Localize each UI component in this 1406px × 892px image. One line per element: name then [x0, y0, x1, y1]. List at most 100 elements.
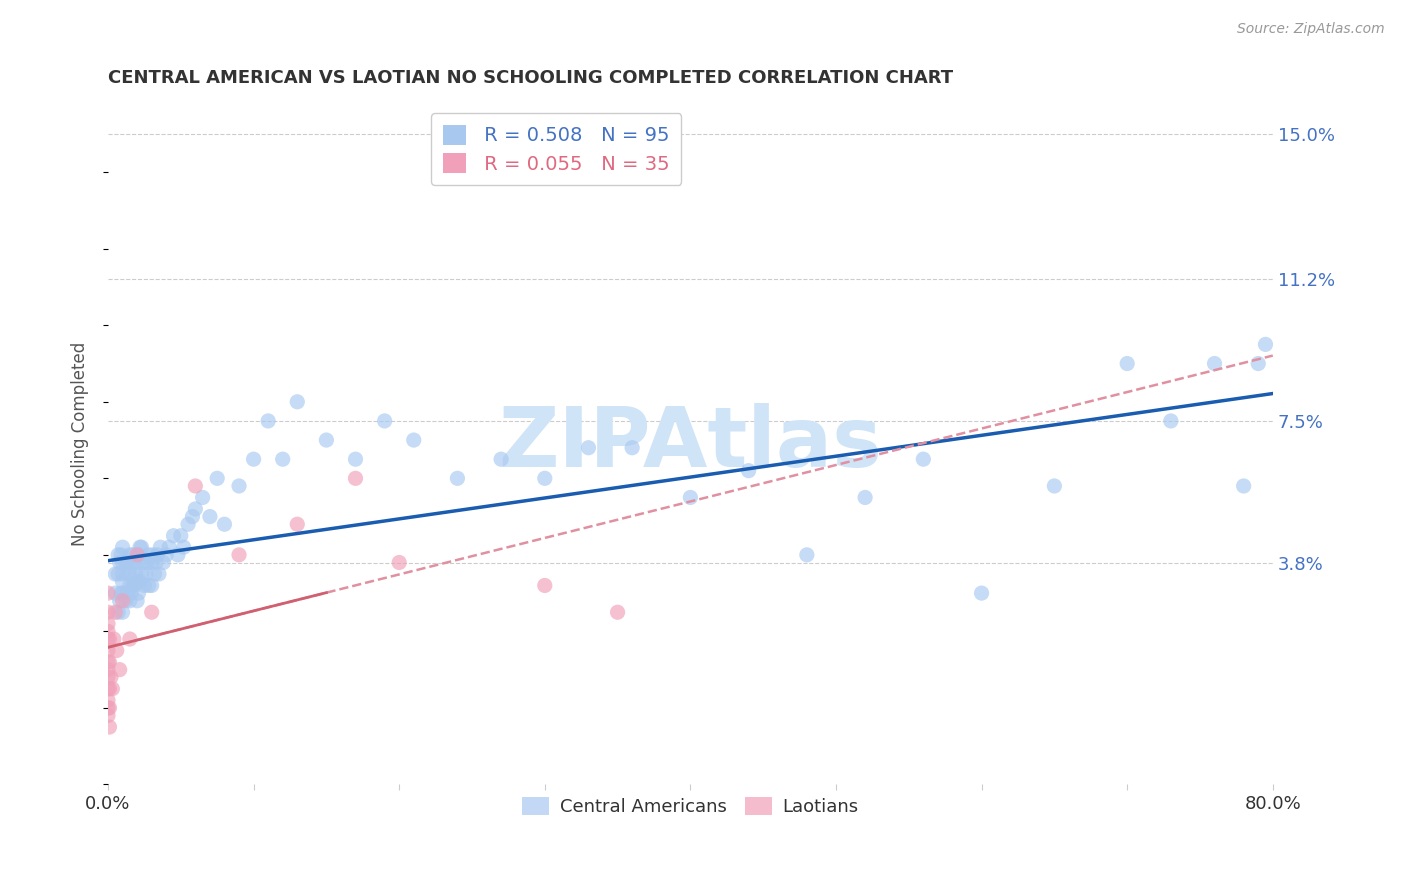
Point [134, 578, 156, 592]
Point [344, 452, 367, 467]
Text: ZIPAtlas: ZIPAtlas [499, 403, 883, 484]
Point [796, 548, 818, 562]
Point [285, 517, 308, 532]
Point [145, 556, 167, 570]
Point [97, 624, 120, 639]
Point [489, 452, 512, 467]
Point [97, 586, 120, 600]
Point [98, 720, 121, 734]
Point [912, 452, 935, 467]
Point [388, 556, 411, 570]
Point [118, 578, 141, 592]
Point [104, 605, 127, 619]
Point [135, 566, 157, 581]
Point [97, 670, 120, 684]
Point [97, 708, 120, 723]
Point [127, 574, 149, 589]
Point [141, 605, 163, 619]
Point [315, 433, 337, 447]
Point [129, 574, 152, 589]
Point [533, 578, 555, 592]
Point [122, 578, 145, 592]
Point [136, 556, 159, 570]
Point [117, 566, 139, 581]
Point [228, 548, 250, 562]
Point [1233, 479, 1256, 493]
Point [1043, 479, 1066, 493]
Point [134, 556, 156, 570]
Point [97, 643, 120, 657]
Point [344, 471, 367, 485]
Point [97, 681, 120, 696]
Point [128, 548, 150, 562]
Point [97, 663, 120, 677]
Point [621, 441, 644, 455]
Point [228, 479, 250, 493]
Point [97, 701, 120, 715]
Point [100, 670, 122, 684]
Point [170, 529, 193, 543]
Point [402, 433, 425, 447]
Point [103, 632, 125, 646]
Point [138, 548, 160, 562]
Text: CENTRAL AMERICAN VS LAOTIAN NO SCHOOLING COMPLETED CORRELATION CHART: CENTRAL AMERICAN VS LAOTIAN NO SCHOOLING… [108, 69, 953, 87]
Point [111, 605, 134, 619]
Point [184, 479, 207, 493]
Y-axis label: No Schooling Completed: No Schooling Completed [72, 342, 89, 546]
Point [142, 548, 165, 562]
Point [205, 471, 228, 485]
Point [129, 540, 152, 554]
Point [121, 578, 143, 592]
Point [97, 605, 120, 619]
Point [105, 643, 128, 657]
Point [1254, 337, 1277, 351]
Point [118, 548, 141, 562]
Point [118, 566, 141, 581]
Point [374, 414, 396, 428]
Point [191, 491, 214, 505]
Point [679, 491, 702, 505]
Point [152, 556, 174, 570]
Point [111, 594, 134, 608]
Point [101, 681, 124, 696]
Point [97, 655, 120, 669]
Point [97, 693, 120, 707]
Point [242, 452, 264, 467]
Point [120, 586, 142, 600]
Point [120, 556, 142, 570]
Point [177, 517, 200, 532]
Point [98, 681, 121, 696]
Point [98, 701, 121, 715]
Point [122, 556, 145, 570]
Point [118, 632, 141, 646]
Point [184, 502, 207, 516]
Point [131, 540, 153, 554]
Point [157, 540, 180, 554]
Point [1204, 357, 1226, 371]
Point [111, 556, 134, 570]
Point [107, 605, 129, 619]
Point [138, 578, 160, 592]
Point [214, 517, 236, 532]
Point [853, 491, 876, 505]
Point [173, 540, 195, 554]
Point [111, 540, 134, 554]
Point [533, 471, 555, 485]
Point [737, 464, 759, 478]
Point [578, 441, 600, 455]
Point [115, 556, 138, 570]
Point [1160, 414, 1182, 428]
Point [121, 548, 143, 562]
Point [111, 586, 134, 600]
Point [257, 414, 280, 428]
Point [1247, 357, 1270, 371]
Point [110, 548, 132, 562]
Point [114, 594, 136, 608]
Point [606, 605, 628, 619]
Point [127, 548, 149, 562]
Point [141, 556, 163, 570]
Point [181, 509, 204, 524]
Point [149, 540, 172, 554]
Point [110, 586, 132, 600]
Point [114, 556, 136, 570]
